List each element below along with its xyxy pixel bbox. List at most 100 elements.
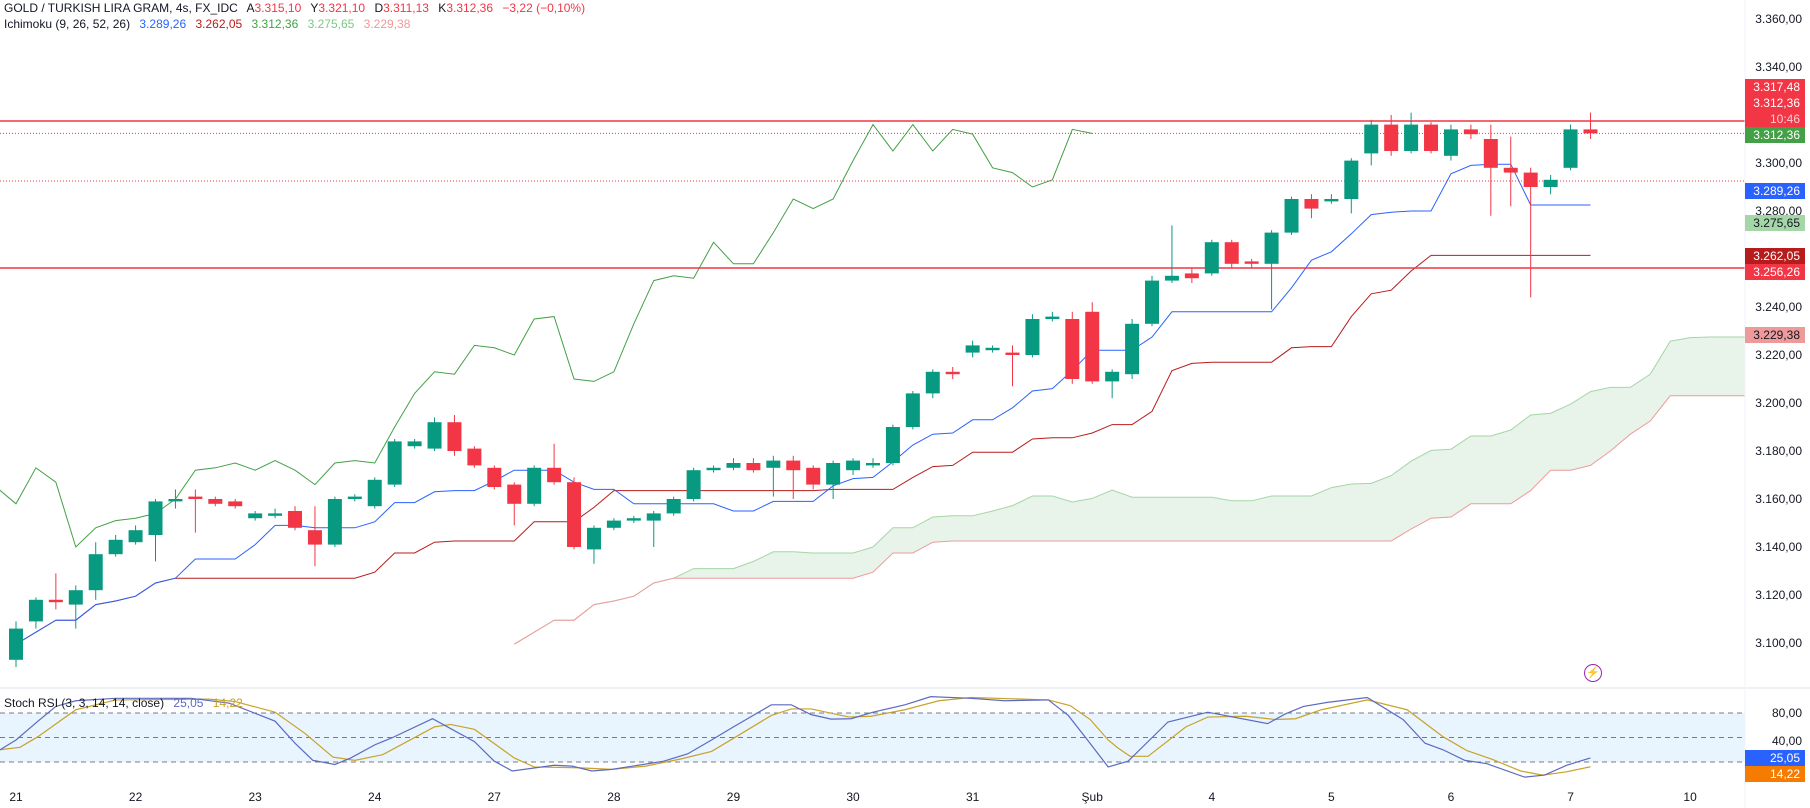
ohlc-open: A3.315,10 [247, 1, 302, 15]
candle-body [626, 518, 641, 521]
candle-body [586, 527, 601, 550]
low-label: D [374, 1, 384, 15]
base-tag: 3.262,05 [1745, 248, 1805, 264]
candle-body [1483, 139, 1498, 168]
candle-body [367, 479, 382, 507]
candle [1483, 124, 1498, 216]
candle-body [1463, 129, 1478, 135]
candle-body [507, 484, 522, 504]
candle [586, 525, 601, 564]
candle [646, 511, 661, 547]
candle [248, 511, 263, 521]
stoch-k-line [0, 696, 1591, 778]
ichimoku-base-line [15, 254, 1591, 645]
candle [168, 489, 183, 509]
candle [447, 415, 462, 456]
candle [1583, 112, 1598, 139]
lightning-icon[interactable]: ⚡ [1584, 664, 1602, 682]
candle-body [885, 427, 900, 463]
ichimoku-lagging-value: 3.312,36 [251, 17, 299, 31]
candle [268, 508, 283, 519]
candle-body [945, 371, 960, 375]
price-axis-label: 3.360,00 [1755, 12, 1802, 26]
symbol-title[interactable]: GOLD / TURKISH LIRA GRAM, 4s, FX_IDC [4, 1, 238, 15]
candle [1005, 345, 1020, 387]
candle-body [1304, 199, 1319, 209]
time-axis-label: 22 [128, 790, 143, 804]
candle-body [1424, 124, 1439, 151]
candle-body [28, 599, 43, 622]
candle-body [925, 371, 940, 394]
candle [228, 499, 243, 509]
candle-body [846, 460, 861, 471]
candle [327, 496, 342, 547]
open-label: A [246, 1, 255, 15]
low-value: 3.311,13 [383, 1, 429, 15]
candle [1045, 311, 1060, 322]
stoch-d-value: 14,22 [212, 696, 243, 710]
candle [965, 340, 980, 358]
ichimoku-lead2-line [513, 395, 1745, 645]
candle-body [1005, 352, 1020, 355]
candle-body [487, 467, 502, 487]
candle [726, 458, 741, 471]
price-axis-label: 3.160,00 [1755, 492, 1802, 506]
stoch-d-tag: 14,22 [1745, 766, 1805, 782]
candle [507, 482, 522, 526]
candle-body [766, 460, 781, 468]
ichimoku-legend[interactable]: Ichimoku (9, 26, 52, 26) 3.289,26 3.262,… [4, 17, 416, 31]
time-axis-label: 23 [248, 790, 262, 804]
candle [826, 460, 841, 499]
candle-body [1065, 319, 1080, 379]
ichimoku-conversion-value: 3.289,26 [139, 17, 187, 31]
candle-body [1503, 167, 1518, 173]
time-axis-label: Şub [1081, 790, 1103, 804]
candle-body [387, 441, 402, 485]
candle-body [327, 499, 342, 545]
candle-body [826, 463, 841, 485]
time-axis-label: 27 [487, 790, 501, 804]
line-high-tag: 3.317,48 [1745, 79, 1805, 95]
candle-body [447, 422, 462, 451]
candle-body [985, 347, 1000, 351]
candle-body [1384, 124, 1399, 151]
candle-body [1443, 129, 1458, 156]
price-axis-label: 3.200,00 [1755, 396, 1802, 410]
candle [1384, 115, 1399, 156]
ichimoku-lagging-line [0, 123, 1093, 548]
candle-body [1284, 199, 1299, 233]
candle [686, 467, 701, 502]
candle [347, 494, 362, 502]
symbol-header: GOLD / TURKISH LIRA GRAM, 4s, FX_IDC A3.… [4, 1, 591, 15]
candle [68, 585, 83, 629]
candle-body [208, 499, 223, 504]
candle-body [1523, 172, 1538, 187]
candle-body [547, 467, 562, 483]
candle [846, 458, 861, 475]
candle [208, 496, 223, 507]
candle-body [248, 513, 263, 519]
close-label: K [438, 1, 447, 15]
candle-body [168, 499, 183, 502]
candle [1304, 194, 1319, 219]
candle [1085, 302, 1100, 384]
stoch-legend[interactable]: Stoch RSI (3, 3, 14, 14, close) 25,05 14… [4, 696, 249, 710]
candle [1563, 124, 1578, 171]
close-value: 3.312,36 [446, 1, 494, 15]
candle-body [806, 467, 821, 485]
candle-body [1264, 232, 1279, 264]
candle [108, 535, 123, 557]
candle-body [1543, 179, 1558, 187]
line-low-tag: 3.256,26 [1745, 264, 1805, 280]
candle [606, 518, 621, 531]
candle [467, 446, 482, 468]
candle [1503, 136, 1518, 207]
lagging-tag: 3.312,36 [1745, 127, 1805, 143]
candle [746, 458, 761, 473]
candle [1164, 225, 1179, 283]
candle [1424, 122, 1439, 154]
candle-body [905, 393, 920, 427]
candle [766, 455, 781, 497]
candle-body [1145, 280, 1160, 324]
